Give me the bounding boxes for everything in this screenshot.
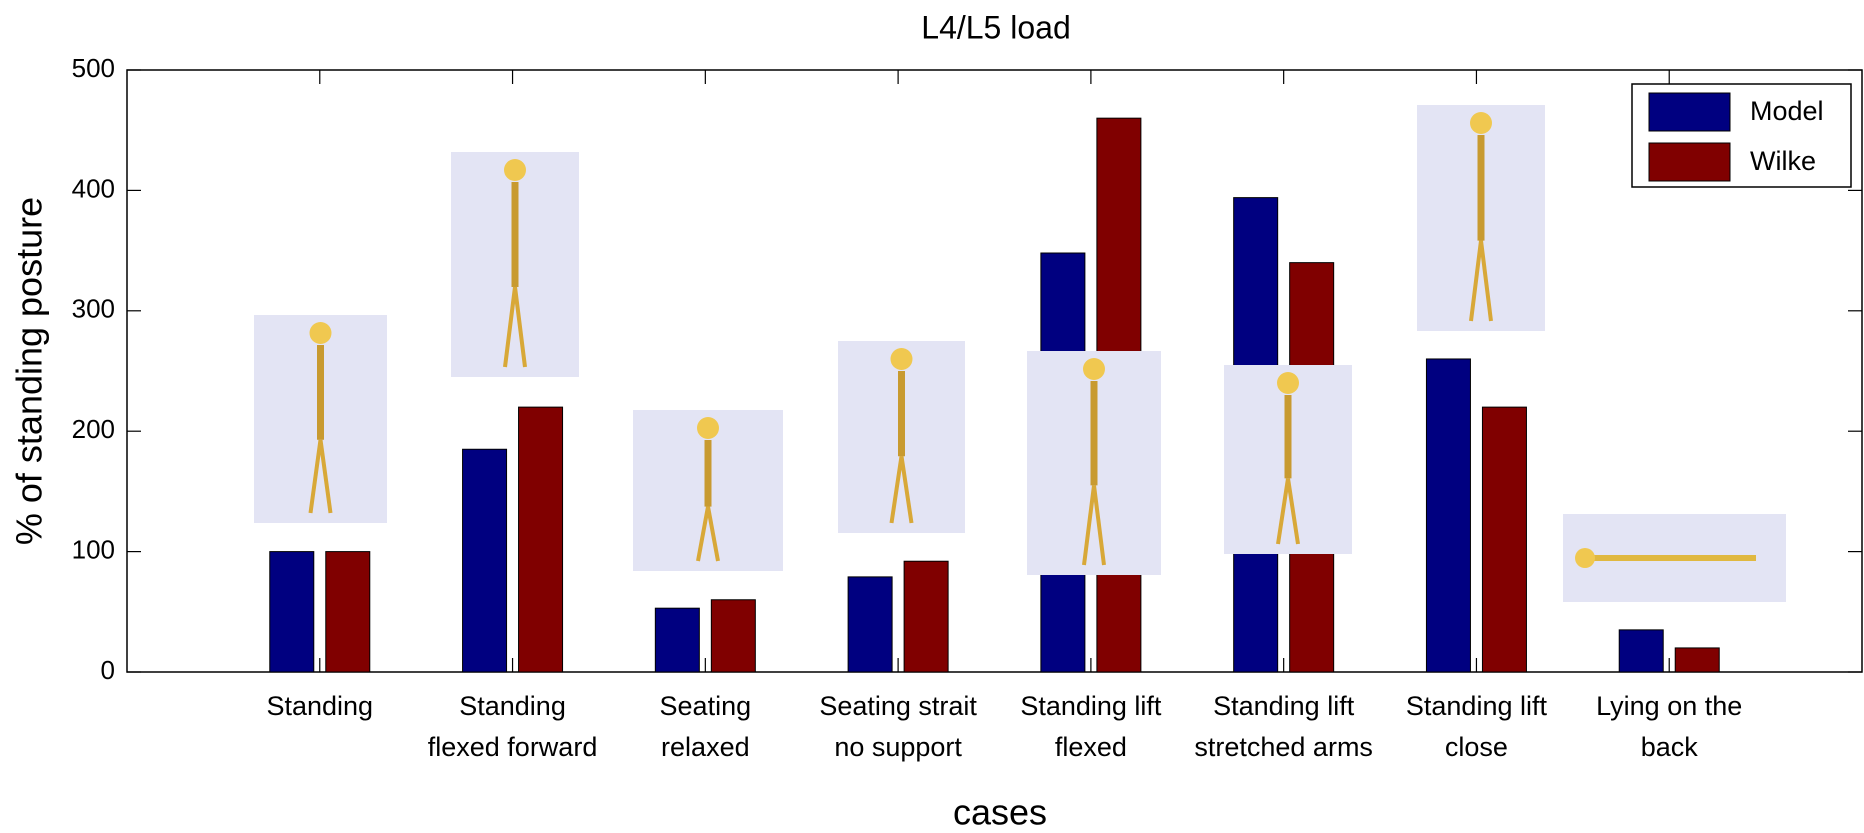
bar <box>903 560 949 673</box>
skeleton <box>1276 478 1290 545</box>
skeleton <box>513 286 527 368</box>
skeleton <box>1470 112 1492 134</box>
y-tick-label: 0 <box>101 655 115 685</box>
skeleton <box>696 506 710 562</box>
bar <box>269 551 315 673</box>
skeleton <box>504 159 526 181</box>
x-tick-label: Standing lift stretched arms <box>1194 691 1373 762</box>
y-tick-label: 300 <box>72 294 115 324</box>
skeleton <box>706 506 720 562</box>
bar <box>654 607 700 673</box>
y-tick-label: 200 <box>72 414 115 444</box>
skeleton <box>899 455 914 524</box>
skeleton <box>309 322 332 344</box>
x-tick-label: Seating relaxed <box>659 691 752 762</box>
skeleton <box>308 439 323 514</box>
y-axis-label: % of standing posture <box>9 197 50 545</box>
x-tick-label: Seating strait no support <box>819 691 977 762</box>
legend-label: Wilke <box>1750 146 1816 176</box>
bar <box>1674 647 1720 673</box>
skeleton <box>318 439 333 514</box>
x-axis-label: cases <box>953 792 1047 833</box>
skeleton <box>1575 548 1595 568</box>
bar <box>1618 629 1664 673</box>
bar <box>1481 406 1527 673</box>
x-tick-label: Standing <box>266 691 374 721</box>
legend-swatch <box>1648 142 1731 182</box>
x-tick-label: Standing lift flexed <box>1020 691 1162 762</box>
skeleton <box>1479 240 1493 322</box>
skeleton <box>1286 478 1300 545</box>
skeleton <box>889 455 904 524</box>
x-tick-label: Lying on the back <box>1596 691 1743 762</box>
legend-swatch <box>1648 92 1731 132</box>
skeleton <box>697 417 719 439</box>
skeleton <box>503 286 517 368</box>
bar <box>847 576 893 673</box>
plot-area <box>126 69 1863 673</box>
bar <box>462 448 508 673</box>
y-tick-label: 400 <box>72 173 115 203</box>
skeleton <box>1083 358 1105 380</box>
skeleton <box>1092 485 1106 566</box>
skeleton <box>1082 485 1096 566</box>
bar <box>325 551 371 673</box>
bar <box>710 599 756 673</box>
y-tick-label: 100 <box>72 534 115 564</box>
y-tick-label: 500 <box>72 53 115 83</box>
skeleton <box>890 348 913 370</box>
skeleton <box>1469 240 1483 322</box>
x-tick-label: Standing lift close <box>1405 691 1547 762</box>
legend-label: Model <box>1750 96 1824 126</box>
bar <box>1425 358 1471 673</box>
skeleton <box>1277 372 1299 394</box>
chart-title: L4/L5 load <box>921 9 1070 45</box>
bar <box>518 406 564 673</box>
x-tick-label: Standing flexed forward <box>427 691 598 762</box>
